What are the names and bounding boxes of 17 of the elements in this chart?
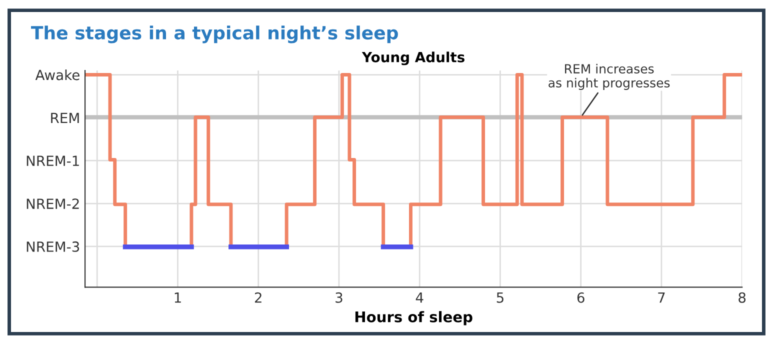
category-label: NREM-2 (26, 198, 79, 209)
category-label: REM (51, 112, 79, 123)
category-label: Awake (35, 69, 80, 80)
x-tick-label: 3 (336, 292, 342, 303)
x-tick-label: 7 (658, 292, 665, 303)
x-tick-label: 2 (254, 292, 262, 303)
x-tick-label: 5 (496, 292, 504, 303)
category-label: NREM-1 (26, 156, 79, 166)
chart-subtitle: Young Adults (362, 52, 464, 66)
x-axis-title: Hours of sleep (355, 311, 472, 326)
x-tick-label: 6 (577, 292, 584, 303)
x-tick-label: 8 (738, 292, 746, 303)
chart-title: The stages in a typical night’s sleep (31, 26, 398, 44)
x-tick-label: 4 (416, 292, 424, 303)
category-label: NREM-3 (26, 241, 80, 252)
annotation: REM increases as night progresses (548, 64, 670, 90)
x-tick-label: 1 (174, 292, 181, 303)
